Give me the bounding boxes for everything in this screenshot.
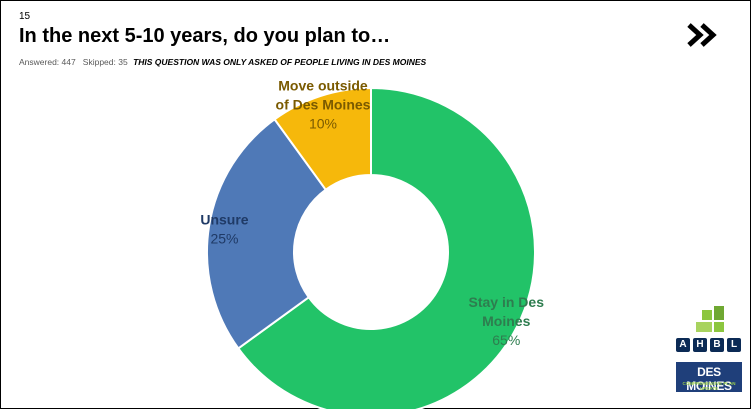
slice-label: Move outside of Des Moines 10% [276,77,371,131]
slice-category-label: Unsure [200,211,248,227]
logo-letter: L [727,338,741,352]
slice-label: Stay in Des Moines 65% [469,294,545,348]
ahbl-letters: A H B L [676,338,741,352]
donut-slice [236,86,536,409]
slice-value-label: 25% [210,230,238,246]
logo-letter: B [710,338,724,352]
logo-letter: A [676,338,690,352]
donut-slice [206,117,328,350]
ahbl-des-moines-logo: A H B L DES MOINES COMPREHENSIVE PLAN UP… [676,306,744,402]
slice-value-label: 65% [492,332,520,348]
slice-label: Unsure 25% [200,211,248,246]
logo-letter: H [693,338,707,352]
slice-category-label: Stay in Des [469,294,545,310]
slice-category-label: Move outside [278,77,368,93]
answered-count: Answered: 447 [19,57,76,67]
slide-number: 15 [19,11,31,22]
slice-category-label: of Des Moines [276,96,371,112]
donut-slice [273,86,372,192]
slice-value-label: 10% [309,115,337,131]
question-note: THIS QUESTION WAS ONLY ASKED OF PEOPLE L… [133,57,427,67]
slice-category-label: Moines [482,313,530,329]
response-stats: Answered: 447 Skipped: 35 THIS QUESTION … [19,57,426,67]
des-moines-badge: DES MOINES COMPREHENSIVE PLAN UPDATE [676,362,742,393]
des-moines-wordmark: DES MOINES [686,365,732,393]
skipped-count: Skipped: 35 [82,57,128,67]
next-slide-button[interactable] [686,21,720,49]
slide-title: In the next 5-10 years, do you plan to… [19,25,391,47]
leaf-mark-icon [696,306,724,332]
logo-tagline: COMPREHENSIVE PLAN UPDATE [682,381,736,391]
double-chevron-right-icon [687,23,717,47]
